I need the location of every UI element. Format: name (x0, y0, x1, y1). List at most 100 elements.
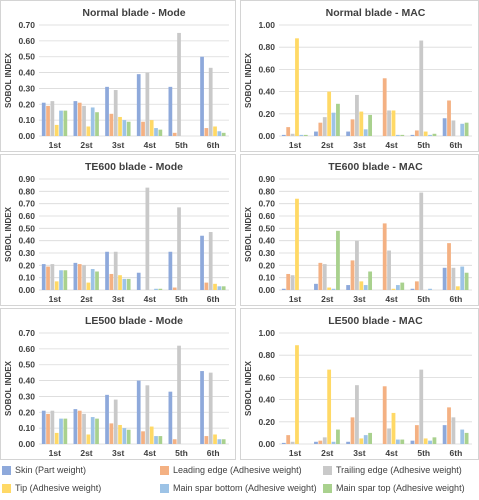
bar-2st-skin (314, 441, 318, 444)
bar-3st-spar-bottom (363, 129, 368, 136)
x-tick-label: 4st (385, 294, 397, 304)
x-tick-label: 5th (175, 448, 188, 458)
x-tick-label: 3st (112, 448, 124, 458)
bar-6th-spar-bottom (217, 131, 222, 136)
bar-3st-spar-top (368, 432, 373, 444)
legend-item-spar-top: Main spar top (Adhesive weight) (323, 483, 465, 493)
y-tick-label: 0.40 (258, 236, 275, 246)
y-tick-label: 0.90 (18, 174, 35, 184)
bar-2st-trailing-edge (82, 105, 86, 136)
bar-1st-trailing-edge (290, 441, 295, 444)
bar-2st-leading-edge (77, 102, 82, 136)
legend: Skin (Part weight) Leading edge (Adhesive… (2, 462, 478, 500)
bar-6th-spar-bottom (460, 429, 465, 444)
y-tick-label: 0.30 (258, 248, 275, 258)
bar-2st-leading-edge (318, 122, 323, 136)
bar-4st-tip (149, 426, 154, 444)
bar-5th-tip (423, 131, 428, 136)
bar-3st-skin (105, 394, 109, 444)
x-tick-label: 6th (450, 448, 463, 458)
y-tick-label: 0.10 (258, 273, 275, 283)
bar-1st-leading-edge (46, 105, 50, 136)
bar-2st-spar-bottom (331, 288, 336, 290)
bar-3st-spar-top (368, 114, 373, 136)
bar-6th-skin (200, 56, 204, 136)
x-tick-label: 1st (49, 448, 61, 458)
y-tick-label: 0.40 (18, 376, 35, 386)
chart-svg: Normal blade - Mode SOBOL INDEX 0.00 0.10 0.… (4, 7, 229, 150)
y-axis-label: SOBOL INDEX (4, 52, 13, 108)
x-tick-label: 2st (80, 140, 92, 150)
bar-6th-skin (442, 425, 447, 444)
x-tick-label: 2st (80, 448, 92, 458)
y-tick-label: 0.20 (18, 99, 35, 109)
bar-2st-skin (314, 131, 318, 136)
bar-6th-spar-top (221, 286, 226, 290)
bar-6th-trailing-edge (208, 232, 213, 290)
bar-3st-skin (105, 86, 109, 136)
bar-6th-trailing-edge (451, 120, 456, 136)
bar-5th-skin (168, 391, 173, 444)
chart-svg: LE500 blade - Mode SOBOL INDEX 0.00 0.10 0.2… (4, 315, 229, 458)
bar-3st-spar-bottom (122, 278, 127, 290)
x-tick-label: 1st (49, 294, 61, 304)
bar-2st-spar-top (336, 429, 340, 444)
legend-label: Main spar bottom (Adhesive weight) (173, 483, 317, 493)
bar-2st-spar-bottom (331, 112, 336, 136)
bar-6th-leading-edge (204, 436, 209, 444)
bar-6th-tip (213, 434, 217, 444)
y-tick-label: 0.60 (18, 36, 35, 46)
chart-title: Normal blade - Mode (82, 7, 185, 19)
legend-label: Tip (Adhesive weight) (15, 483, 102, 493)
bar-3st-trailing-edge (113, 90, 118, 136)
bar-1st-spar-top (63, 270, 68, 290)
legend-label: Leading edge (Adhesive weight) (173, 465, 302, 475)
bar-6th-skin (442, 267, 447, 290)
bar-4st-trailing-edge (387, 250, 391, 290)
y-tick-label: 0.80 (258, 186, 275, 196)
bar-3st-spar-top (126, 278, 131, 290)
x-tick-label: 2st (80, 294, 92, 304)
x-tick-label: 3st (353, 448, 365, 458)
bar-4st-spar-bottom (154, 288, 158, 290)
bar-1st-spar-bottom (299, 134, 304, 136)
bar-5th-leading-edge (414, 281, 419, 290)
bar-2st-spar-top (95, 271, 99, 290)
bar-1st-skin (281, 134, 286, 136)
legend-item-tip: Tip (Adhesive weight) (2, 483, 101, 493)
bar-2st-spar-top (336, 103, 340, 136)
bar-4st-trailing-edge (387, 428, 391, 444)
bar-2st-leading-edge (318, 262, 323, 290)
x-tick-label: 3st (353, 140, 365, 150)
chart-panel-normal-blade-mac: Normal blade - MAC SOBOL INDEX 0.00 0.20 0.4… (240, 0, 479, 152)
bar-4st-leading-edge (141, 121, 145, 136)
x-tick-label: 6th (207, 140, 220, 150)
bar-6th-leading-edge (447, 243, 451, 290)
bar-3st-tip (118, 116, 122, 136)
bar-4st-tip (149, 120, 154, 136)
chart-svg: Normal blade - MAC SOBOL INDEX 0.00 0.20 0.4… (244, 7, 472, 150)
y-tick-label: 0.60 (258, 372, 275, 382)
y-tick-label: 0.50 (18, 52, 35, 62)
bar-1st-spar-bottom (59, 110, 63, 136)
bar-2st-skin (73, 409, 78, 444)
bar-5th-tip (423, 438, 428, 444)
bar-1st-skin (41, 410, 46, 444)
y-axis-label: SOBOL INDEX (4, 360, 13, 416)
bar-3st-tip (118, 275, 122, 290)
bar-1st-leading-edge (286, 435, 291, 444)
bar-6th-spar-bottom (460, 266, 465, 290)
bar-6th-spar-top (464, 432, 469, 444)
y-axis-label: SOBOL INDEX (4, 206, 13, 262)
bar-6th-spar-bottom (217, 286, 222, 290)
bar-1st-spar-top (63, 110, 68, 136)
y-tick-label: 0.00 (258, 131, 275, 141)
legend-label: Main spar top (Adhesive weight) (336, 483, 465, 493)
bar-3st-spar-top (368, 271, 373, 290)
y-tick-label: 0.10 (18, 273, 35, 283)
chart-title: LE500 blade - MAC (328, 315, 423, 327)
y-tick-label: 0.20 (258, 260, 275, 270)
bar-6th-spar-bottom (217, 439, 222, 444)
y-tick-label: 0.70 (18, 328, 35, 338)
bar-1st-spar-bottom (59, 418, 63, 444)
